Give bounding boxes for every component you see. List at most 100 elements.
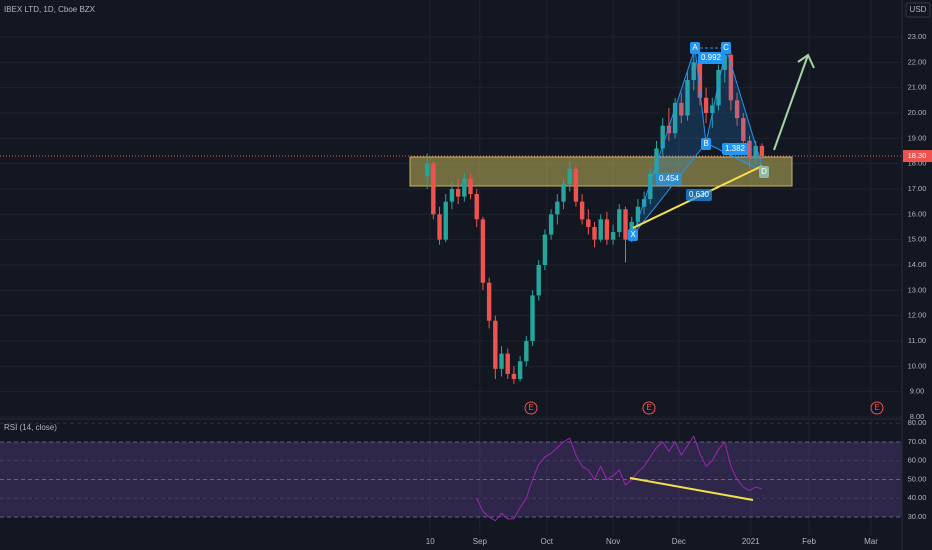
y-tick-label: 21.00 bbox=[908, 83, 927, 92]
candle-body bbox=[579, 201, 585, 220]
label-box bbox=[686, 189, 712, 201]
y-tick-label: 10.00 bbox=[908, 361, 927, 370]
rsi-line bbox=[476, 435, 763, 522]
candle-body bbox=[511, 373, 517, 379]
candle-body bbox=[604, 219, 610, 240]
candle-body bbox=[462, 178, 467, 197]
y-tick-label: 70.00 bbox=[908, 437, 927, 446]
candle-body bbox=[617, 209, 622, 233]
ratio-label: 0.992 bbox=[701, 53, 722, 62]
candle-body bbox=[753, 145, 758, 159]
candle-body bbox=[697, 62, 703, 98]
y-tick-label: 22.00 bbox=[908, 57, 927, 66]
candle-body bbox=[493, 320, 498, 369]
candle-body bbox=[517, 361, 523, 379]
candle-body bbox=[592, 226, 597, 240]
y-tick-label: 20.00 bbox=[908, 108, 927, 117]
candle-body bbox=[449, 188, 455, 202]
earnings-label: E bbox=[874, 403, 879, 412]
x-tick-label: 10 bbox=[426, 537, 435, 546]
ratio-label: 0.454 bbox=[659, 174, 680, 183]
candle-body bbox=[499, 353, 504, 369]
pattern-xab bbox=[632, 47, 707, 236]
projection-arrow bbox=[773, 53, 815, 151]
y-tick-label: 14.00 bbox=[908, 260, 927, 269]
pattern-label: C bbox=[723, 43, 729, 52]
pattern-labels: X A B C D 0.992 1.382 0.454 0.630 bbox=[628, 42, 769, 241]
earnings-marker[interactable] bbox=[642, 401, 656, 415]
candle-body bbox=[759, 145, 765, 157]
candle-body bbox=[666, 125, 672, 134]
series bbox=[0, 47, 902, 522]
candle-body bbox=[586, 219, 591, 227]
candle-body bbox=[536, 264, 541, 296]
earnings-marker[interactable] bbox=[870, 401, 884, 415]
candle-body bbox=[734, 100, 740, 119]
candle-body bbox=[524, 340, 529, 362]
candle-body bbox=[555, 201, 560, 215]
candle-body bbox=[654, 148, 659, 174]
y-tick-label: 9.00 bbox=[910, 387, 925, 396]
candle-body bbox=[685, 80, 690, 116]
indicator-title: RSI (14, close) bbox=[4, 423, 57, 432]
currency-box[interactable] bbox=[905, 2, 931, 18]
y-tick-label: 16.00 bbox=[908, 209, 927, 218]
candle-body bbox=[679, 102, 684, 116]
label-box bbox=[698, 52, 724, 64]
pattern-label: B bbox=[703, 139, 708, 148]
candle-body bbox=[486, 282, 492, 321]
x-tick-label: Feb bbox=[802, 537, 816, 546]
candle-body bbox=[598, 219, 603, 240]
pattern-label: D bbox=[761, 167, 767, 176]
support-zone bbox=[409, 156, 793, 187]
x-tick-label: Sep bbox=[473, 537, 488, 546]
rsi-band bbox=[0, 442, 902, 517]
candle-body bbox=[672, 102, 678, 134]
x-tick-label: Nov bbox=[606, 537, 620, 546]
candle-body bbox=[728, 54, 734, 101]
pattern-label: X bbox=[630, 230, 636, 239]
label-box bbox=[701, 138, 711, 150]
y-tick-label: 8.00 bbox=[910, 412, 925, 421]
y-tick-label: 13.00 bbox=[908, 285, 927, 294]
candle-body bbox=[480, 219, 486, 283]
candle-body bbox=[635, 206, 641, 222]
candle-body bbox=[648, 173, 653, 200]
y-tick-label: 40.00 bbox=[908, 493, 927, 502]
label-box bbox=[759, 166, 769, 178]
chart-title: IBEX LTD, 1D, Cboe BZX bbox=[4, 5, 96, 14]
rsi-trend-line bbox=[629, 477, 754, 501]
candle-body bbox=[468, 178, 473, 195]
candle-body bbox=[542, 234, 548, 265]
y-tick-label: 17.00 bbox=[908, 184, 927, 193]
label-box bbox=[722, 143, 748, 155]
harmonic-pattern bbox=[632, 47, 765, 236]
candle-body bbox=[710, 105, 715, 113]
y-tick-label: 30.00 bbox=[908, 512, 927, 521]
grid bbox=[0, 0, 902, 535]
currency: USD bbox=[910, 5, 927, 14]
candle-body bbox=[691, 62, 696, 81]
candle-body bbox=[573, 168, 579, 202]
x-tick-label: Dec bbox=[672, 537, 686, 546]
earnings-marker[interactable] bbox=[524, 401, 538, 415]
candle-body bbox=[722, 54, 727, 70]
y-tick-label: 23.00 bbox=[908, 32, 927, 41]
pattern-bd bbox=[705, 142, 765, 173]
candle-body bbox=[716, 69, 721, 106]
candle-body bbox=[623, 209, 628, 240]
candle-body bbox=[443, 201, 448, 240]
candle-body bbox=[474, 194, 479, 220]
earnings-label: E bbox=[646, 403, 651, 412]
candle-body bbox=[610, 232, 616, 240]
candle-body bbox=[505, 353, 510, 374]
candle-body bbox=[660, 125, 665, 149]
candle-body bbox=[437, 214, 442, 240]
y-tick-label: 15.00 bbox=[908, 235, 927, 244]
y-tick-label: 12.00 bbox=[908, 311, 927, 320]
label-box bbox=[690, 42, 700, 54]
candle-body bbox=[741, 118, 746, 141]
